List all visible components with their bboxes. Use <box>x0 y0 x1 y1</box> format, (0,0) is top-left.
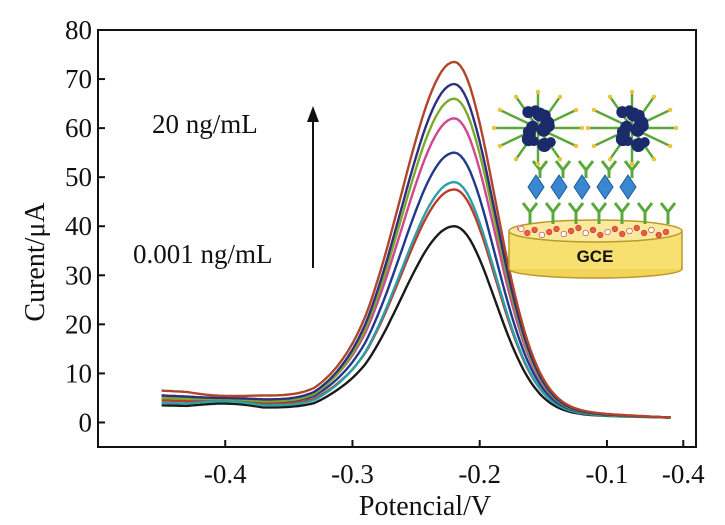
x-tick-label: -0.1 <box>586 459 629 489</box>
y-tick-label: 80 <box>65 15 92 45</box>
x-tick-label: -0.4 <box>662 459 705 489</box>
y-tick-label: 70 <box>65 64 92 94</box>
y-tick-label: 60 <box>65 113 92 143</box>
y-tick-label: 0 <box>79 407 93 437</box>
concentration-arrow <box>307 106 319 268</box>
x-tick-label: -0.2 <box>458 459 501 489</box>
electrode-label: GCE <box>577 247 614 266</box>
x-tick-label: -0.4 <box>204 459 247 489</box>
annotation-low-concentration: 0.001 ng/mL <box>133 239 273 269</box>
series-line-3 <box>162 182 671 418</box>
x-tick-label: -0.3 <box>331 459 374 489</box>
x-axis-label: Potencial/V <box>359 491 491 522</box>
y-tick-label: 40 <box>65 211 92 241</box>
series-line-4 <box>162 153 671 418</box>
y-tick-label: 50 <box>65 162 92 192</box>
capture-antibody-icon <box>523 203 675 224</box>
annotation-high-concentration: 20 ng/mL <box>152 109 258 139</box>
y-tick-label: 20 <box>65 309 92 339</box>
y-axis-label: Curent/μA <box>20 202 51 322</box>
electrode-inset-illustration: GCE <box>492 90 682 278</box>
y-tick-label: 30 <box>65 260 92 290</box>
nanocluster-label-icon <box>492 90 678 166</box>
y-tick-label: 10 <box>65 358 92 388</box>
antigen-icon <box>528 161 639 199</box>
